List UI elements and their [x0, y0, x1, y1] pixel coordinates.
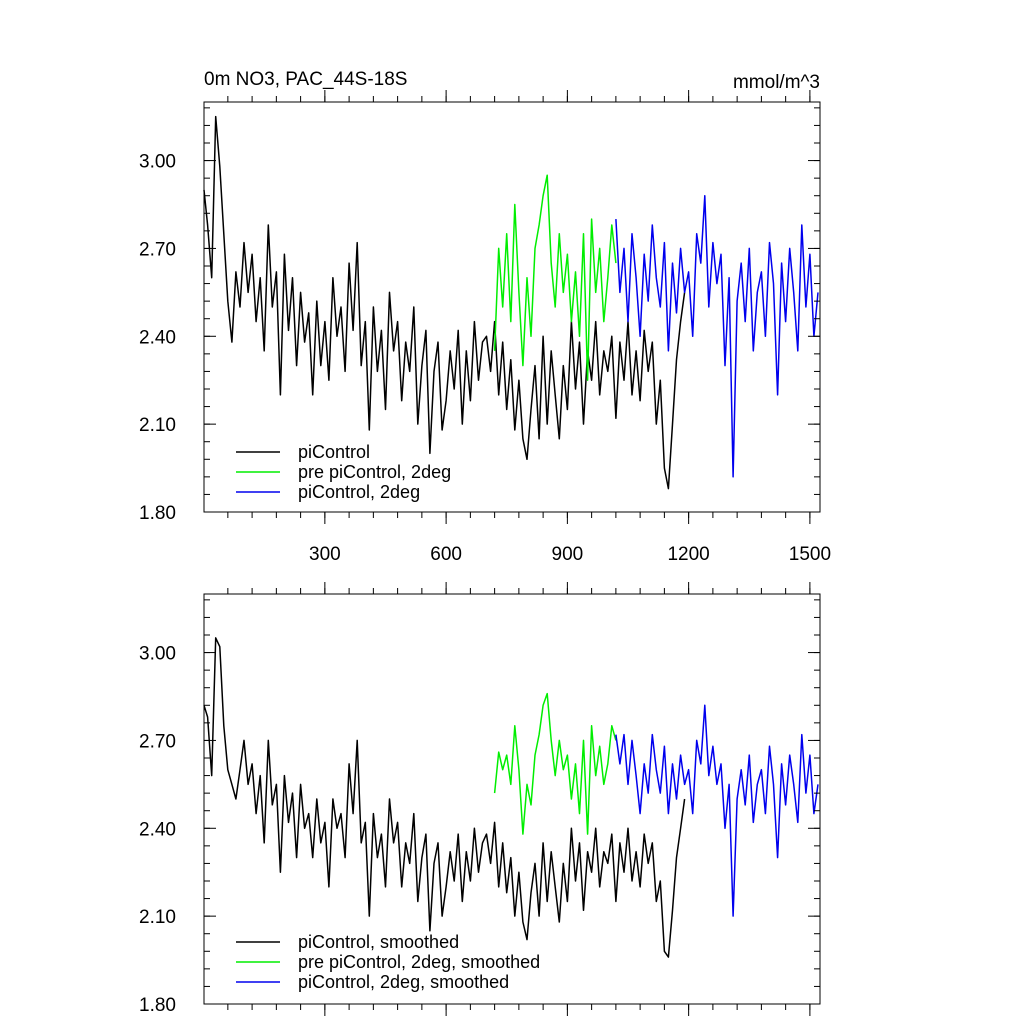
series-line-1	[493, 692, 617, 835]
plot-frame	[203, 101, 821, 513]
y-tick-label: 2.10	[139, 907, 176, 928]
legend-label: piControl, smoothed	[298, 932, 459, 952]
y-tick-label: 1.80	[139, 503, 176, 524]
series-line-2	[615, 194, 819, 478]
units-label: mmol/m^3	[733, 72, 820, 93]
series-layer	[203, 115, 819, 490]
y-tick-label: 2.40	[139, 819, 176, 840]
x-tick-label: 300	[309, 544, 341, 565]
y-tick-label: 2.10	[139, 415, 176, 436]
y-tick-label: 2.40	[139, 327, 176, 348]
y-tick-label: 2.70	[139, 731, 176, 752]
legend-label: piControl	[298, 442, 370, 462]
chart-title: 0m NO3, PAC_44S-18S	[204, 69, 407, 90]
legend-label: pre piControl, 2deg, smoothed	[298, 952, 540, 972]
top-panel: 0m NO3, PAC_44S-18S mmol/m^3 1.80 2.10 2.4…	[139, 69, 831, 565]
series-line-0	[203, 115, 686, 490]
x-tick-label: 1500	[789, 544, 831, 565]
y-tick-label: 2.70	[139, 239, 176, 260]
legend-label: pre piControl, 2deg	[298, 462, 451, 482]
series-layer	[203, 637, 819, 958]
y-tick-label: 3.00	[139, 644, 176, 665]
y-tick-label: 1.80	[139, 995, 176, 1016]
plot-frame	[203, 593, 821, 1005]
series-line-0	[203, 637, 686, 958]
tick-layer: 1.80 2.10 2.40 2.70 3.00	[139, 582, 820, 1016]
legend-label: piControl, 2deg, smoothed	[298, 972, 509, 992]
bottom-panel: 1.80 2.10 2.40 2.70 3.00 piControl, smoothed…	[139, 582, 821, 1016]
legend-label: piControl, 2deg	[298, 482, 420, 502]
x-tick-label: 1200	[667, 544, 709, 565]
tick-layer: 1.80 2.10 2.40 2.70 3.00 300 600 900 1200 1500	[139, 90, 831, 565]
series-line-1	[493, 174, 617, 381]
series-line-2	[615, 704, 819, 917]
x-tick-label: 600	[430, 544, 462, 565]
y-tick-label: 3.00	[139, 152, 176, 173]
x-tick-label: 900	[552, 544, 584, 565]
